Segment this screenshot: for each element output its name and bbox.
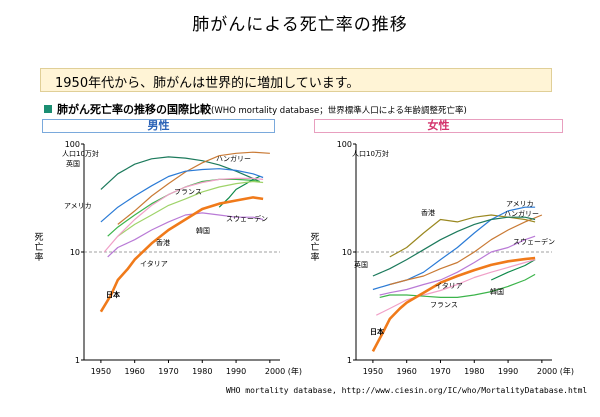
x-tick-label: 1960 [125, 367, 145, 376]
x-tick-label: 1980 [192, 367, 212, 376]
x-tick-label: 1970 [430, 367, 450, 376]
series-label: 韓国 [490, 287, 504, 296]
series-label: 香港 [156, 238, 170, 247]
series-label: アメリカ [506, 200, 534, 208]
series-line-3 [372, 216, 536, 277]
y-tick-label: 10 [70, 248, 80, 257]
series-line-7 [103, 177, 264, 253]
y-tick-label: 1 [347, 356, 352, 365]
series-label: ハンガリー [504, 209, 539, 218]
x-tick-label: 1960 [397, 367, 417, 376]
series-line-0 [389, 214, 536, 258]
series-line-6 [117, 180, 264, 237]
series-line-6 [376, 259, 536, 316]
y-tick-label: 100 [337, 140, 352, 149]
headline-banner: 1950年代から、肺がんは世界的に増加しています。 [40, 68, 552, 92]
series-label: ハンガリー [216, 154, 251, 163]
series-label: 日本 [106, 290, 120, 299]
series-line-2 [100, 168, 264, 223]
series-label: 日本 [370, 327, 384, 336]
series-line-5 [490, 259, 536, 281]
female-y-axis-label: 死亡率 [310, 233, 320, 263]
x-tick-label: 2000 (年) [537, 366, 574, 376]
series-line-0 [100, 156, 260, 190]
male-y-axis-label: 死亡率 [34, 233, 44, 263]
x-tick-label: 1990 [226, 367, 246, 376]
series-line-8 [371, 256, 536, 353]
series-line-5 [107, 212, 264, 258]
banner-text: 1950年代から、肺がんは世界的に増加しています。 [55, 76, 360, 91]
x-tick-label: 1980 [464, 367, 484, 376]
series-line-8 [99, 196, 264, 313]
unit-label: 人口10万対 [62, 149, 99, 158]
female-chart: 1 10 100 1950 1960 1970 1980 1990 2000 (年) 人口10万対… [337, 140, 574, 376]
series-label: 韓国 [196, 226, 210, 235]
male-panel-header: 男性 [42, 119, 275, 133]
source-footer: WHO mortality database, http://www.ciesi… [226, 386, 588, 395]
series-line-1 [117, 151, 270, 225]
unit-label: 人口10万対 [352, 149, 389, 158]
series-line-2 [389, 214, 543, 286]
series-line-7 [379, 273, 536, 298]
female-panel-header: 女性 [314, 119, 563, 133]
series-label: 英国 [66, 159, 80, 168]
x-tick-label: 1950 [91, 367, 111, 376]
series-label: アメリカ [64, 202, 92, 210]
series-label: スウェーデン [226, 214, 268, 223]
series-label: フランス [174, 188, 202, 196]
page-title: 肺がんによる死亡率の推移 [192, 15, 408, 35]
series-label: スウェーデン [513, 237, 555, 246]
series-label: 香港 [421, 208, 435, 217]
subtitle-note: (WHO mortality database；世界標準人口による年齢調整死亡率… [211, 106, 467, 116]
subtitle-text: 肺がん死亡率の推移の国際比較 [57, 103, 211, 116]
y-tick-label: 10 [342, 248, 352, 257]
series-label: イタリア [140, 259, 168, 268]
y-tick-label: 1 [75, 356, 80, 365]
x-tick-label: 1990 [498, 367, 518, 376]
series-label: 英国 [354, 260, 368, 269]
male-chart: 1 10 100 1950 1960 1970 1980 1990 2000 (年) 人口10万対… [62, 140, 302, 376]
series-label: フランス [430, 301, 458, 309]
x-tick-label: 2000 (年) [265, 366, 302, 376]
x-tick-label: 1970 [158, 367, 178, 376]
series-line-4 [379, 235, 536, 296]
chart-subtitle: 肺がん死亡率の推移の国際比較(WHO mortality database；世界… [44, 101, 467, 117]
x-tick-label: 1950 [363, 367, 383, 376]
y-tick-label: 100 [65, 140, 80, 149]
bullet-square-icon [44, 105, 52, 113]
series-label: イタリア [435, 281, 463, 290]
